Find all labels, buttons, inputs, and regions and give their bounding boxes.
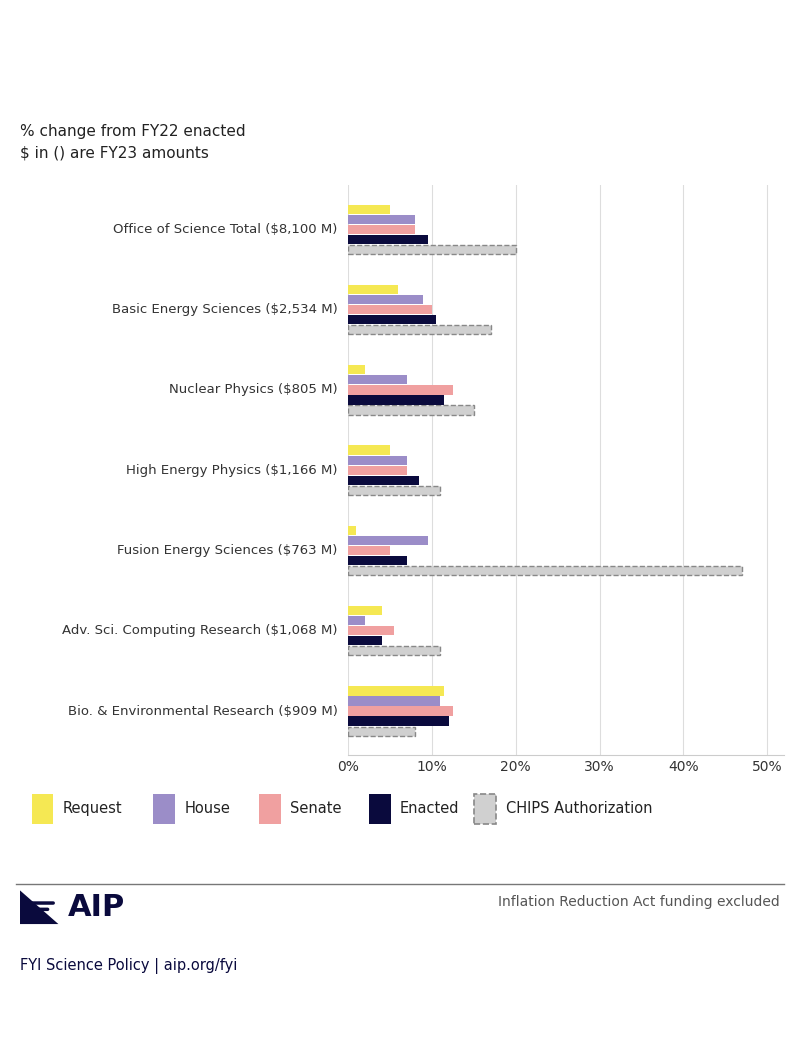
Bar bbox=[348, 627, 394, 635]
Bar bbox=[348, 546, 390, 555]
Text: High Energy Physics ($1,166 M): High Energy Physics ($1,166 M) bbox=[126, 463, 338, 477]
Polygon shape bbox=[20, 890, 58, 924]
Text: AIP: AIP bbox=[68, 892, 126, 922]
Text: Adv. Sci. Computing Research ($1,068 M): Adv. Sci. Computing Research ($1,068 M) bbox=[62, 624, 338, 637]
Bar bbox=[348, 406, 474, 414]
Text: FYI Science Policy | aip.org/fyi: FYI Science Policy | aip.org/fyi bbox=[20, 958, 238, 974]
Bar bbox=[348, 476, 419, 485]
Bar bbox=[348, 395, 445, 405]
Bar bbox=[348, 385, 453, 394]
Bar bbox=[348, 365, 365, 374]
FancyBboxPatch shape bbox=[153, 794, 175, 824]
Text: Fusion Energy Sciences ($763 M): Fusion Energy Sciences ($763 M) bbox=[117, 544, 338, 556]
Bar bbox=[348, 717, 449, 726]
Bar bbox=[348, 606, 382, 615]
Bar bbox=[348, 325, 490, 335]
Bar bbox=[348, 305, 432, 314]
Text: Senate: Senate bbox=[290, 801, 342, 816]
Text: Inflation Reduction Act funding excluded: Inflation Reduction Act funding excluded bbox=[498, 894, 780, 909]
Bar bbox=[348, 465, 406, 475]
Text: House: House bbox=[184, 801, 230, 816]
Bar bbox=[348, 295, 423, 304]
Bar bbox=[348, 234, 428, 244]
FancyBboxPatch shape bbox=[474, 794, 497, 824]
Bar bbox=[348, 697, 440, 706]
Text: % change from FY22 enacted
$ in () are FY23 amounts: % change from FY22 enacted $ in () are F… bbox=[20, 123, 246, 161]
Bar bbox=[348, 727, 415, 735]
FancyBboxPatch shape bbox=[31, 794, 54, 824]
Text: Enacted: Enacted bbox=[400, 801, 459, 816]
Bar bbox=[348, 566, 742, 575]
Bar bbox=[348, 555, 406, 565]
Text: Request: Request bbox=[63, 801, 122, 816]
Bar bbox=[348, 245, 516, 254]
Bar bbox=[348, 214, 415, 224]
Bar bbox=[348, 205, 390, 213]
Bar bbox=[348, 485, 440, 495]
Text: Office of Science Total ($8,100 M): Office of Science Total ($8,100 M) bbox=[113, 223, 338, 235]
FancyBboxPatch shape bbox=[369, 794, 390, 824]
Bar bbox=[348, 646, 440, 656]
Text: CHIPS Authorization: CHIPS Authorization bbox=[506, 801, 652, 816]
Bar bbox=[348, 446, 390, 455]
Bar bbox=[348, 706, 453, 715]
FancyBboxPatch shape bbox=[259, 794, 281, 824]
Bar bbox=[348, 315, 436, 324]
Bar bbox=[348, 536, 428, 545]
Bar bbox=[348, 455, 406, 464]
Bar bbox=[348, 376, 406, 385]
Text: FY23 Appropriations:: FY23 Appropriations: bbox=[20, 30, 469, 66]
Bar bbox=[348, 636, 382, 645]
Bar bbox=[348, 285, 398, 294]
Text: Nuclear Physics ($805 M): Nuclear Physics ($805 M) bbox=[169, 384, 338, 396]
Text: Bio. & Environmental Research ($909 M): Bio. & Environmental Research ($909 M) bbox=[68, 705, 338, 718]
Bar bbox=[348, 225, 415, 234]
Bar bbox=[348, 686, 445, 696]
Bar bbox=[348, 526, 356, 535]
Bar bbox=[348, 616, 365, 626]
Text: Basic Energy Sciences ($2,534 M): Basic Energy Sciences ($2,534 M) bbox=[112, 303, 338, 316]
Text: DOE Office of Science: DOE Office of Science bbox=[20, 87, 477, 122]
